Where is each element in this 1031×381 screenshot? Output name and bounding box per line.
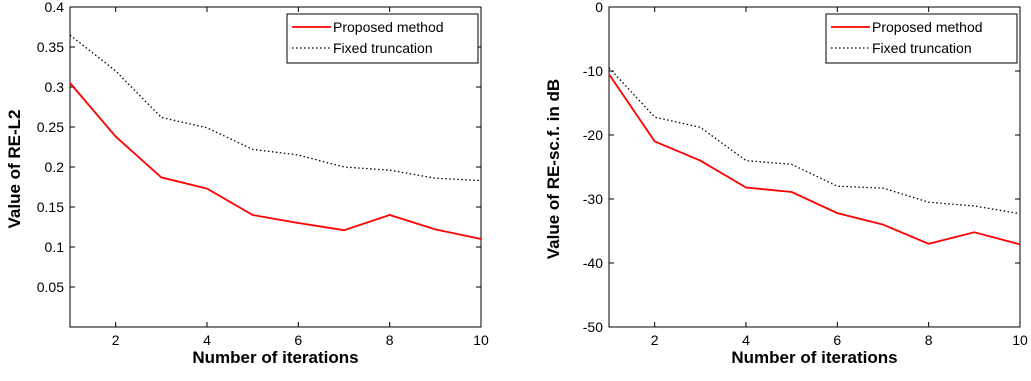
y-tick-label: -20 [583,127,603,143]
y-tick-label: -30 [583,191,603,207]
y-axis-label: Value of RE-L2 [5,109,24,228]
series-line-fixed-truncation [608,67,1021,215]
y-tick-label: 0 [595,0,603,15]
y-tick-label: 0.25 [37,119,64,135]
legend-label: Proposed method [872,19,983,35]
legend-label: Fixed truncation [333,40,433,56]
chart-panel-1: 2 4 6 8 10 0.05 0.1 0.15 0.2 0.25 0.3 0.35 0.4 Number… [5,0,489,367]
y-tick-label: 0.35 [37,39,64,55]
chart-panel-2: 2 4 6 8 10 -50 -40 -30 -20 -10 0 Number of iteratio… [544,0,1028,367]
x-tick-label: 2 [651,332,659,348]
x-tick-label: 8 [925,332,933,348]
x-tick-label: 4 [742,332,750,348]
legend-box [286,13,479,64]
x-tick-label: 6 [833,332,841,348]
x-tick-label: 10 [473,332,489,348]
x-tick-label: 10 [1012,332,1028,348]
y-tick-label: 0.2 [45,159,65,175]
plot-area-frame [608,6,1021,328]
legend-label: Proposed method [333,19,444,35]
y-tick-label: -40 [583,255,603,271]
x-tick-label: 8 [386,332,394,348]
x-tick-label: 2 [112,332,120,348]
series-line-proposed-method [608,73,1021,246]
y-axis-label: Value of RE-sc.f. in dB [544,79,563,259]
y-tick-label: 0.15 [37,199,64,215]
y-tick-label: 0.1 [45,239,65,255]
y-tick-label: 0.05 [37,279,64,295]
y-tick-label: -50 [583,319,603,335]
x-axis-label: Number of iterations [731,348,897,367]
series-line-proposed-method [69,82,482,240]
legend-label: Fixed truncation [872,40,972,56]
y-tick-label: -10 [583,63,603,79]
y-tick-label: 0.4 [45,0,65,15]
y-tick-label: 0.3 [45,79,65,95]
x-axis-label: Number of iterations [192,348,358,367]
x-tick-label: 4 [203,332,211,348]
x-tick-label: 6 [294,332,302,348]
legend-box [825,13,1018,64]
